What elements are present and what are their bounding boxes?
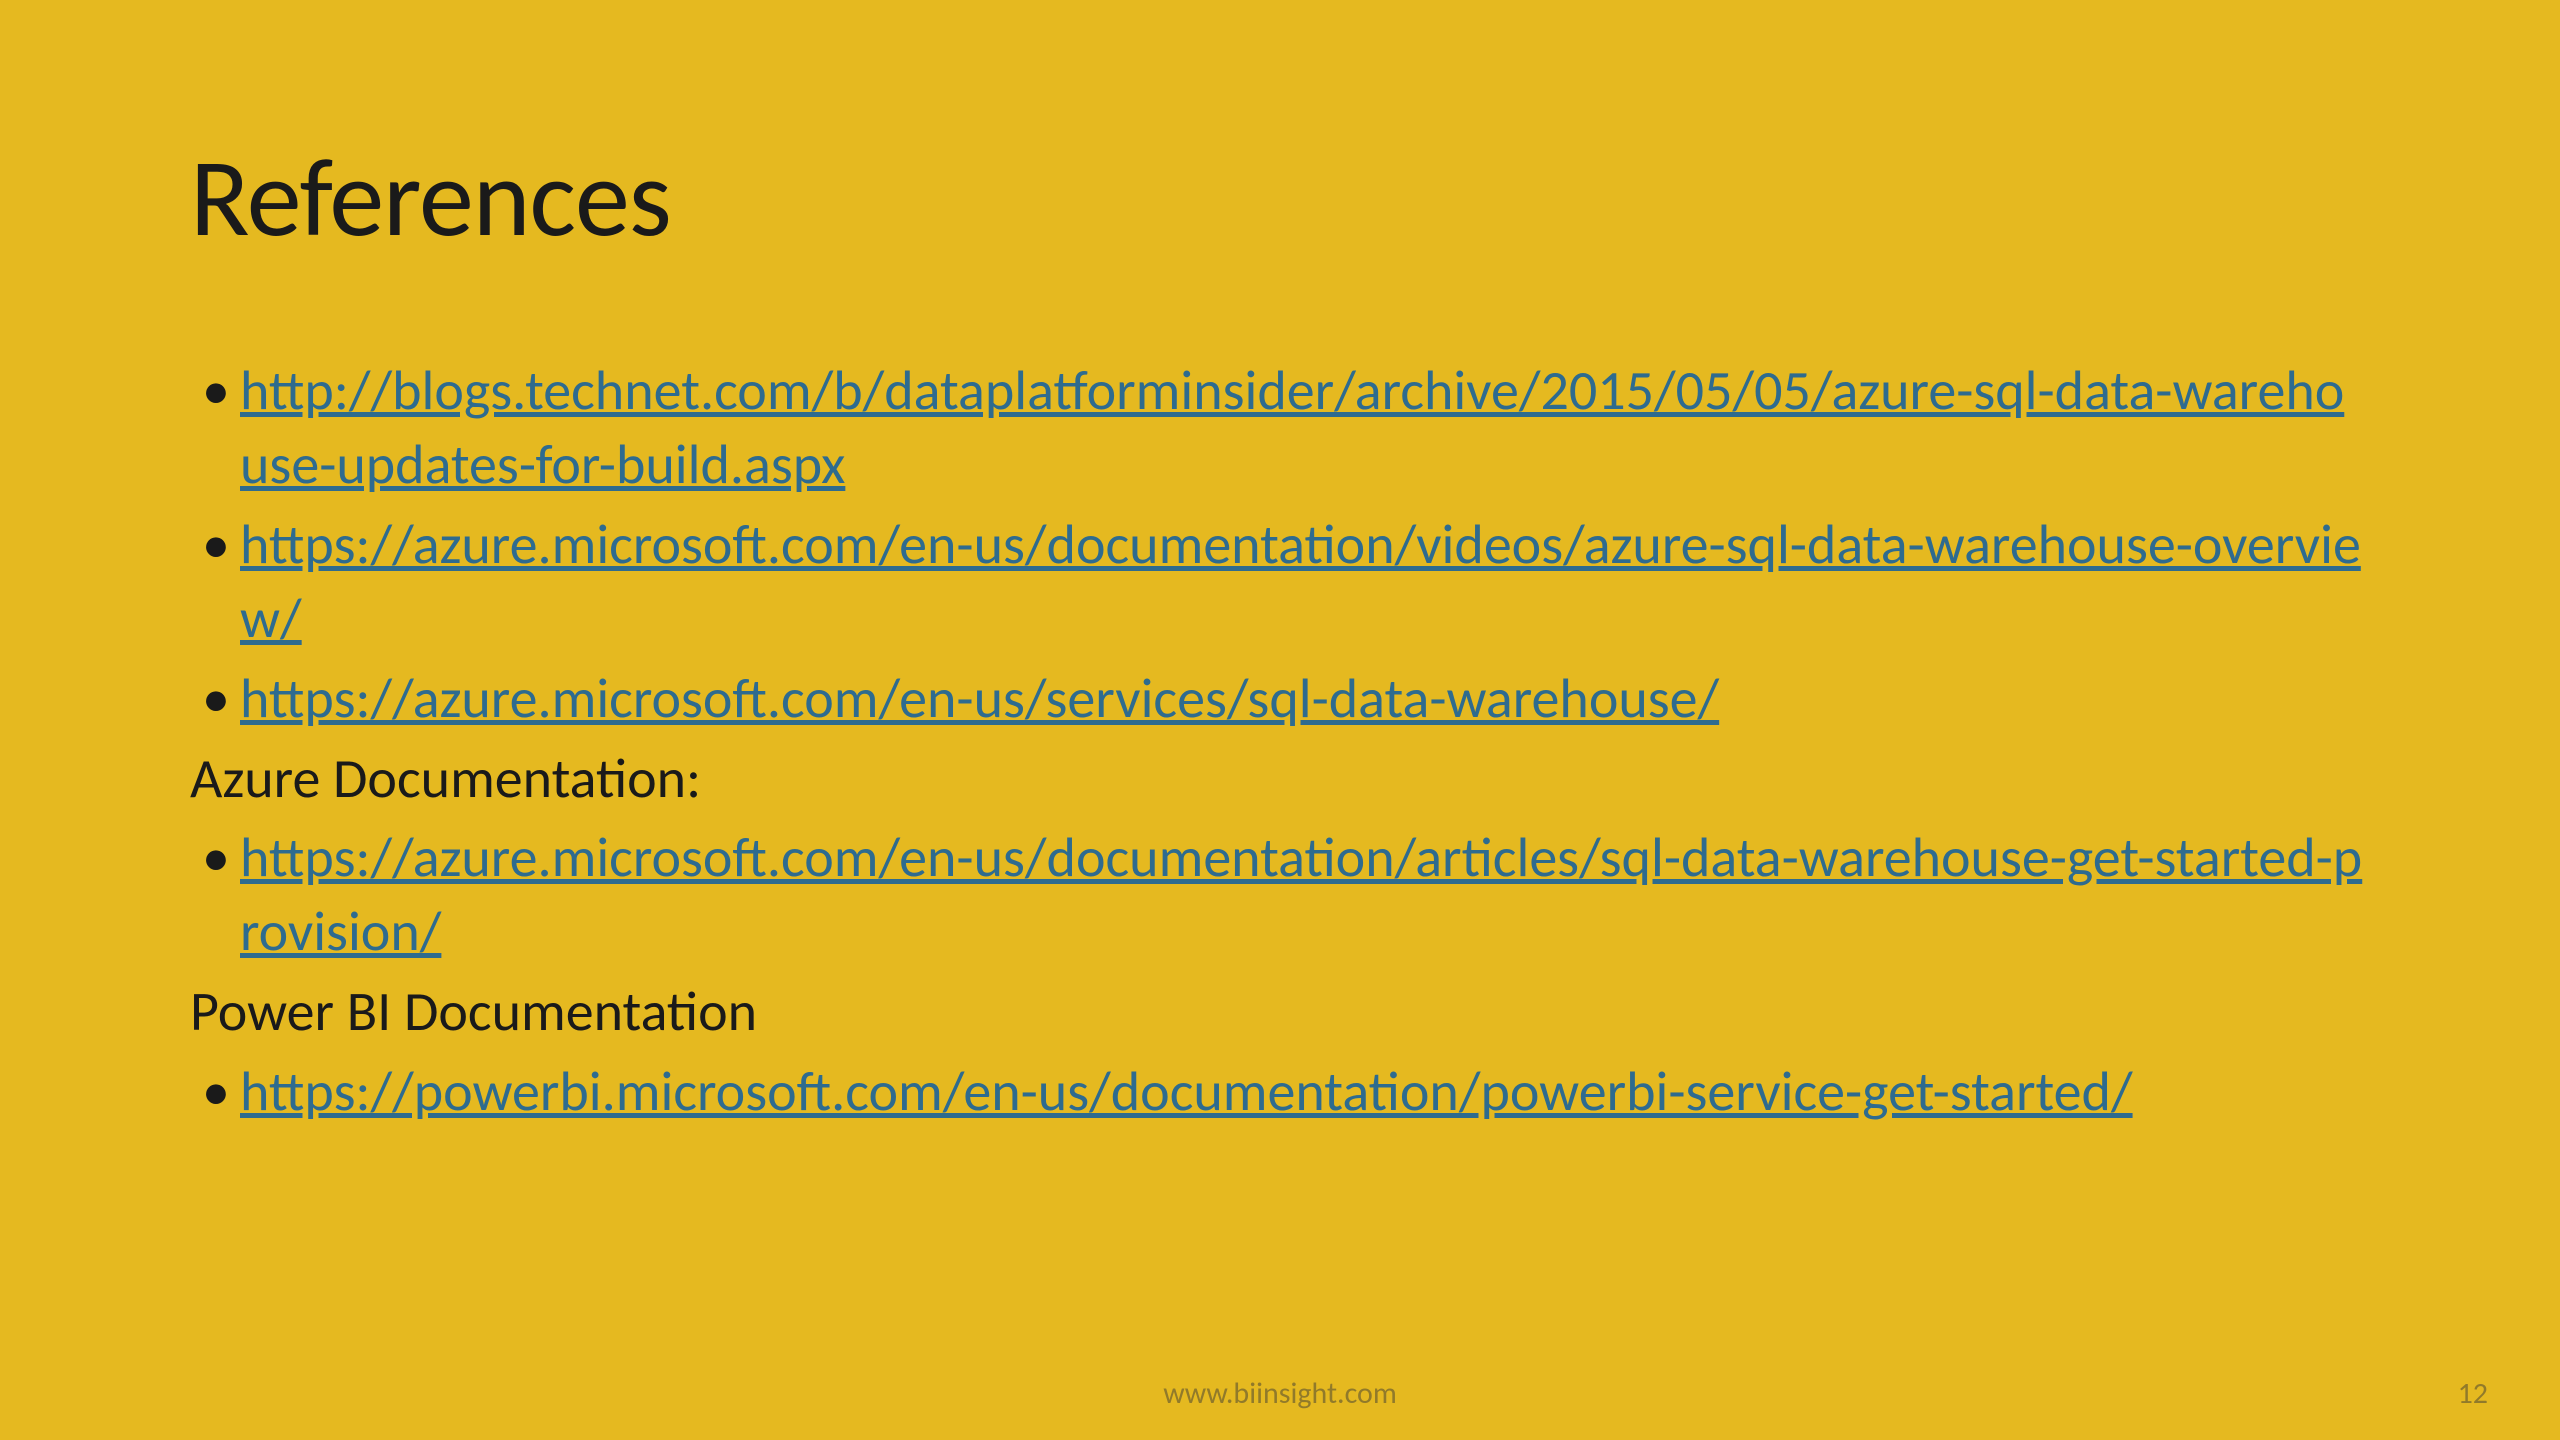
- slide-title: References: [190, 130, 2370, 265]
- reference-link[interactable]: http://blogs.technet.com/b/dataplatformi…: [240, 357, 2344, 499]
- bullet-icon: •: [190, 822, 240, 970]
- bullet-icon: •: [190, 1056, 240, 1130]
- slide: References • http://blogs.technet.com/b/…: [0, 0, 2560, 1440]
- reference-link[interactable]: https://azure.microsoft.com/en-us/servic…: [240, 665, 1719, 733]
- list-item: • https://azure.microsoft.com/en-us/docu…: [190, 509, 2370, 657]
- page-number: 12: [2458, 1375, 2488, 1412]
- bullet-icon: •: [190, 355, 240, 503]
- footer-url: www.biinsight.com: [0, 1375, 2560, 1412]
- bullet-icon: •: [190, 663, 240, 737]
- section-label-azure: Azure Documentation:: [190, 743, 2370, 817]
- bullet-icon: •: [190, 509, 240, 657]
- list-item: • https://powerbi.microsoft.com/en-us/do…: [190, 1056, 2370, 1130]
- reference-link[interactable]: https://azure.microsoft.com/en-us/docume…: [240, 824, 2362, 966]
- reference-link[interactable]: https://azure.microsoft.com/en-us/docume…: [240, 511, 2361, 653]
- list-item: • https://azure.microsoft.com/en-us/serv…: [190, 663, 2370, 737]
- list-item: • https://azure.microsoft.com/en-us/docu…: [190, 822, 2370, 970]
- reference-link[interactable]: https://powerbi.microsoft.com/en-us/docu…: [240, 1058, 2133, 1126]
- slide-content: • http://blogs.technet.com/b/dataplatfor…: [190, 355, 2370, 1130]
- section-label-powerbi: Power BI Documentation: [190, 976, 2370, 1050]
- list-item: • http://blogs.technet.com/b/dataplatfor…: [190, 355, 2370, 503]
